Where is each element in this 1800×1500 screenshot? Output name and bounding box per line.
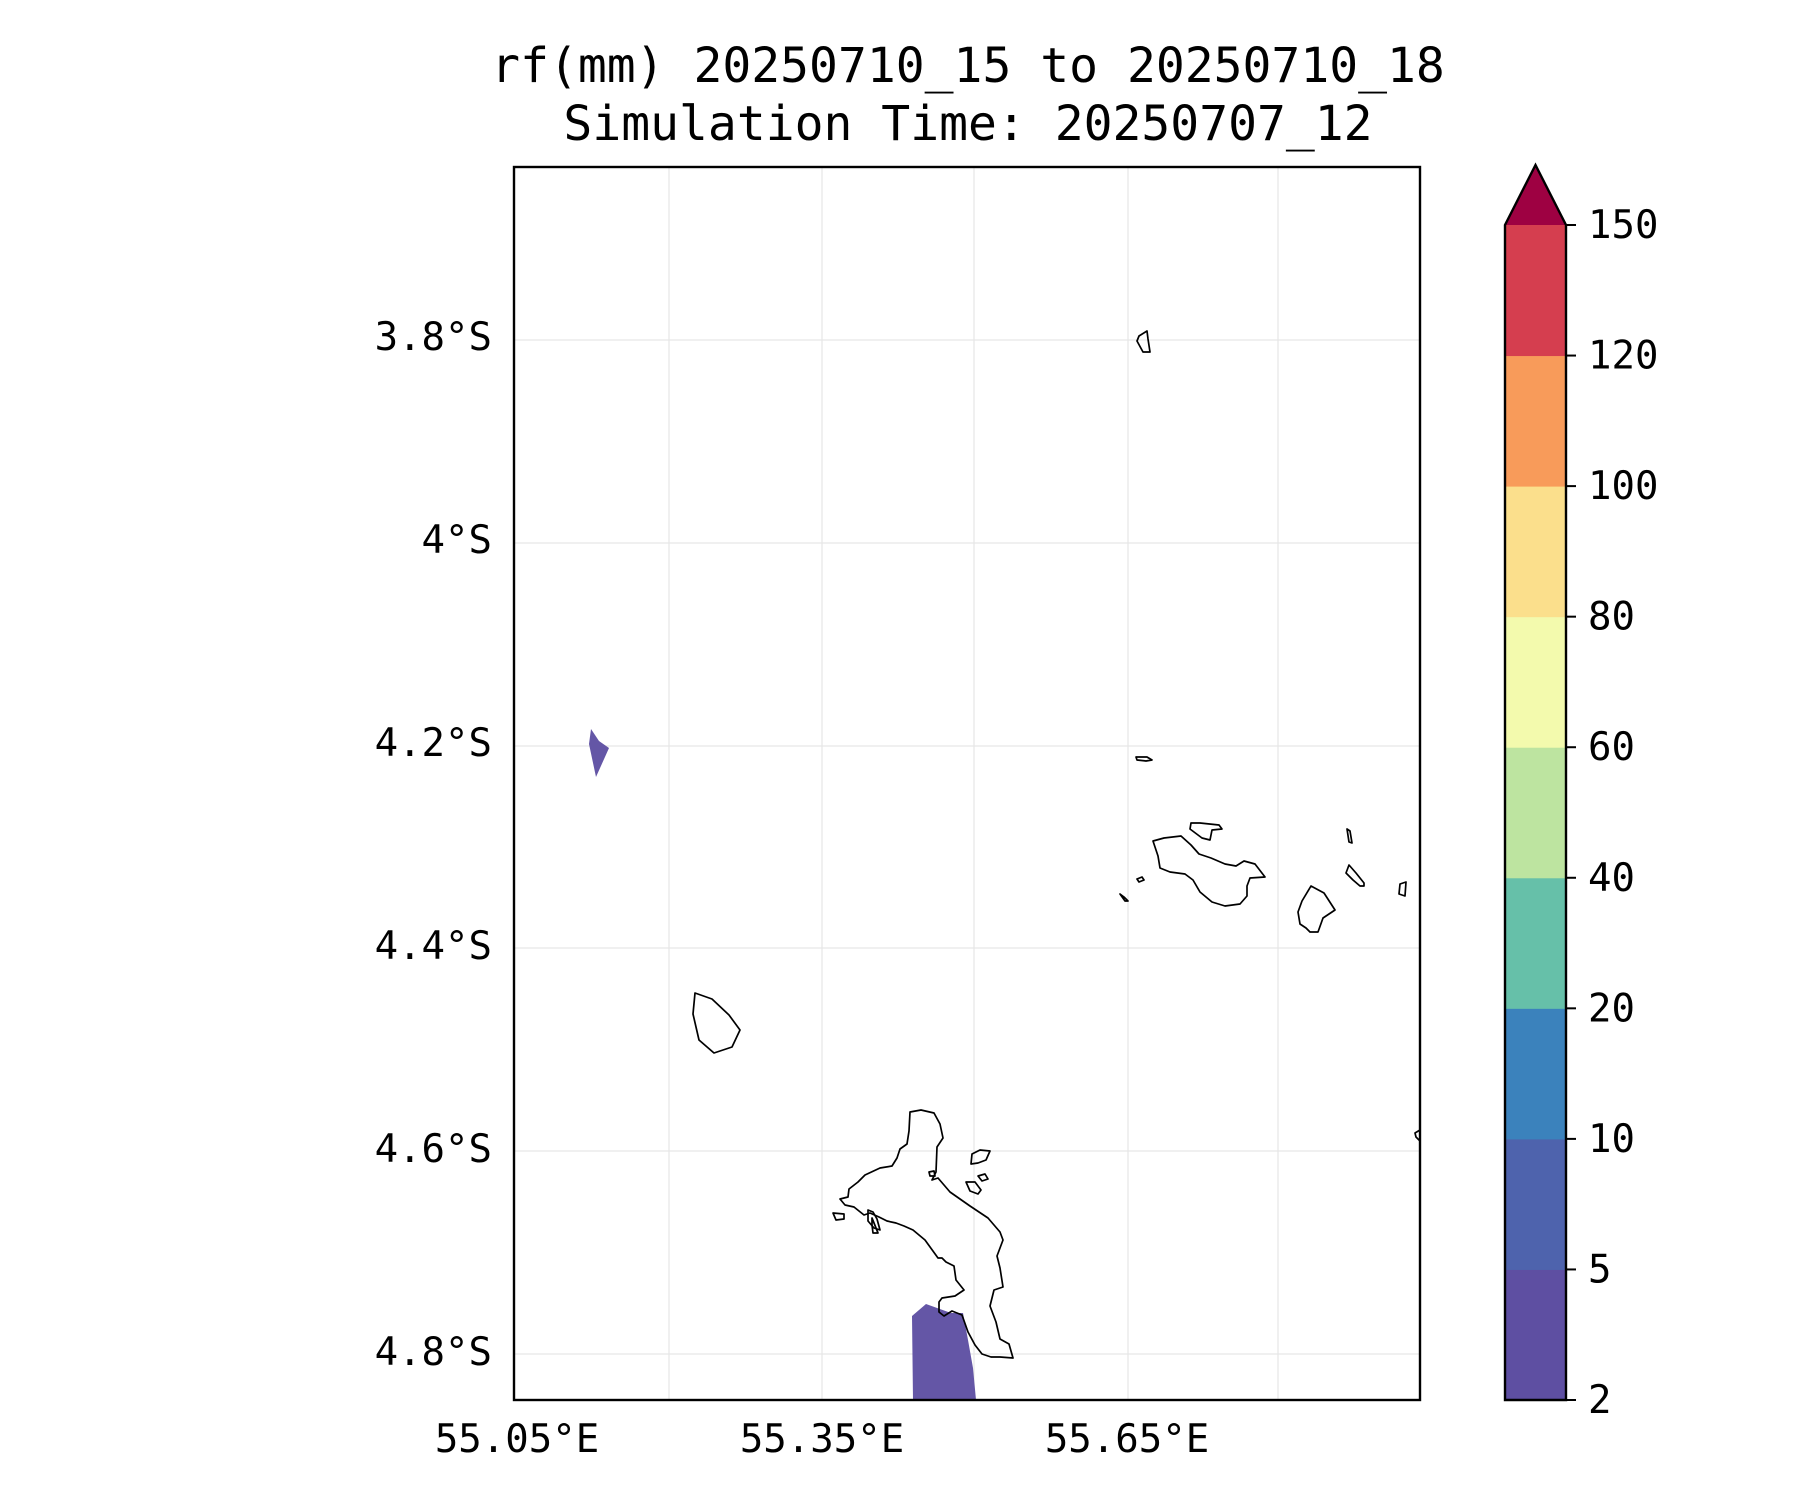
figure-title-line1: rf(mm) 20250710_15 to 20250710_18: [491, 38, 1445, 94]
rain-area-western-cell: [589, 729, 609, 777]
map-gridlines: [514, 167, 1420, 1400]
coastline-islet: [965, 1181, 982, 1195]
lat-tick-label: 4.2°S: [375, 721, 492, 766]
lon-tick-label: 55.65°E: [1045, 1417, 1209, 1462]
coastline-islet: [1119, 893, 1129, 902]
colorbar-segment: [1505, 1269, 1566, 1401]
colorbar-segment: [1505, 877, 1566, 1009]
coastline-islet: [1398, 881, 1407, 897]
colorbar: 2 5 10 20 40 60 80 100 120 150: [1503, 162, 1658, 1423]
colorbar-segment: [1505, 1138, 1566, 1270]
map-frame: [512, 165, 1422, 1402]
colorbar-tick-label: 150: [1588, 203, 1658, 248]
lat-tick-label: 4.6°S: [375, 1127, 492, 1172]
colorbar-tick-label: 40: [1588, 856, 1635, 901]
colorbar-segment: [1505, 1008, 1566, 1140]
coastline-islet: [928, 1170, 936, 1177]
coastline-islet: [871, 1217, 879, 1234]
colorbar-tick-label: 120: [1588, 334, 1658, 379]
coastline-islet: [832, 1212, 845, 1221]
rain-area-southern-cell: [912, 1304, 976, 1400]
coastlines: [692, 330, 1421, 1359]
lat-tick-labels: 3.8°S 4°S 4.2°S 4.4°S 4.6°S 4.8°S: [375, 315, 492, 1375]
colorbar-tick-label: 100: [1588, 464, 1658, 509]
coastline-islet: [1345, 864, 1365, 887]
lat-tick-label: 4.8°S: [375, 1330, 492, 1375]
coastline-mahe: [839, 1109, 1014, 1359]
colorbar-segment: [1505, 225, 1566, 357]
colorbar-tick-label: 80: [1588, 595, 1635, 640]
colorbar-segment: [1505, 486, 1566, 618]
coastline-islet: [977, 1173, 989, 1182]
map-background: [514, 167, 1420, 1400]
coastline-islet: [1135, 756, 1153, 762]
colorbar-outline: [1503, 162, 1568, 1402]
coastline-islet: [1189, 822, 1223, 841]
coastline-islet: [970, 1149, 991, 1165]
lon-tick-label: 55.05°E: [435, 1417, 599, 1462]
map-panel: [512, 165, 1422, 1402]
coastline-islet: [1346, 828, 1353, 844]
lat-tick-label: 4°S: [422, 518, 492, 563]
coastline-islet: [867, 1209, 881, 1231]
lon-tick-label: 55.35°E: [740, 1417, 904, 1462]
figure-title-line2: Simulation Time: 20250707_12: [563, 96, 1372, 152]
coastline-aride: [1136, 330, 1151, 353]
colorbar-segment: [1505, 616, 1566, 748]
colorbar-tick-label: 60: [1588, 725, 1635, 770]
coastline-islet: [1136, 876, 1145, 883]
coastline-silhouette: [692, 992, 741, 1054]
lat-tick-label: 3.8°S: [375, 315, 492, 360]
colorbar-tick-label: 20: [1588, 986, 1635, 1031]
colorbar-segment: [1505, 355, 1566, 487]
lat-tick-label: 4.4°S: [375, 924, 492, 969]
coastline-praslin: [1152, 835, 1266, 907]
lon-tick-labels: 55.05°E 55.35°E 55.65°E: [435, 1417, 1209, 1462]
coastline-la-digue: [1297, 885, 1336, 933]
colorbar-extend-triangle: [1505, 165, 1566, 225]
colorbar-tick-label: 10: [1588, 1117, 1635, 1162]
colorbar-tick-label: 5: [1588, 1247, 1611, 1292]
rainfall-shading: [589, 729, 976, 1400]
colorbar-tick-label: 2: [1588, 1378, 1611, 1423]
colorbar-segment: [1505, 747, 1566, 879]
